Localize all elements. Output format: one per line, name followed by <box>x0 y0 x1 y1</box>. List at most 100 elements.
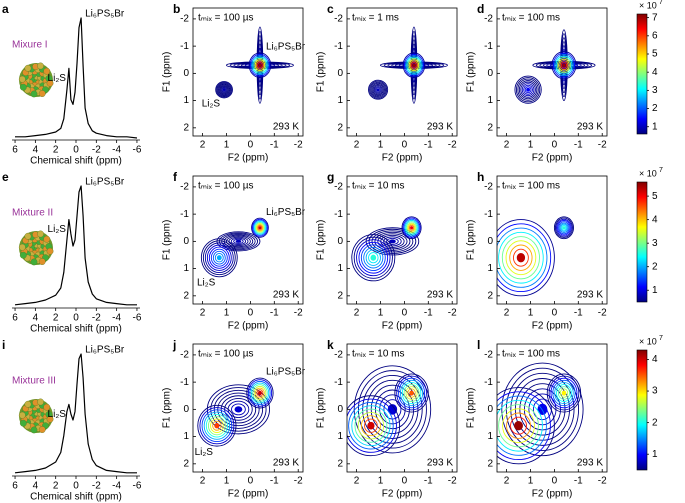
colorbar-tick-label: 5 <box>652 49 658 60</box>
x-tick-label: 2 <box>504 140 510 151</box>
x-tick-label: 1 <box>528 140 534 151</box>
contour-level <box>215 81 233 99</box>
x-tick-label: -2 <box>448 140 457 151</box>
x-tick-label: -2 <box>598 308 607 319</box>
peak-core <box>409 390 414 396</box>
contours <box>514 29 596 104</box>
contour-level <box>558 58 570 72</box>
x-tick-label: -1 <box>574 476 583 487</box>
y-tick-label: -1 <box>484 377 493 388</box>
x-tick-label: 4 <box>33 313 39 324</box>
peak-label: Li₆PS₅Br <box>266 367 306 378</box>
panel-label: j <box>172 338 176 352</box>
x-tick-label: 6 <box>12 145 18 156</box>
temperature: 293 K <box>273 458 299 469</box>
x-axis-label: F2 (ppm) <box>532 489 573 500</box>
contour-level <box>502 408 535 444</box>
panel-label: g <box>327 170 334 184</box>
contour-level <box>560 61 568 69</box>
peak-core <box>214 423 220 428</box>
contour-level <box>510 372 575 446</box>
contour-level <box>212 250 226 265</box>
contour-level <box>497 219 555 297</box>
y-tick-label: -1 <box>334 41 343 52</box>
contour-level <box>247 379 273 407</box>
contour-level <box>523 84 533 95</box>
y-tick-label: 0 <box>337 236 343 247</box>
y-axis-label: F1 (ppm) <box>162 220 173 261</box>
contour-level <box>557 220 571 236</box>
contour-level <box>206 244 232 271</box>
temperature: 293 K <box>427 458 453 469</box>
contour-level <box>374 231 411 251</box>
contour-level <box>230 237 247 245</box>
peak-label: Li₆PS₅Br <box>85 177 125 188</box>
y-tick-label: 1 <box>337 95 343 106</box>
y-tick-label: -2 <box>334 14 343 25</box>
contours <box>347 365 432 457</box>
contour-level <box>407 57 421 73</box>
y-tick-label: 2 <box>487 290 493 301</box>
particle-image <box>18 230 54 266</box>
y-axis-label: F1 (ppm) <box>316 388 327 429</box>
contour-level <box>351 405 391 447</box>
contour-level <box>411 62 417 69</box>
contour-level <box>358 241 389 274</box>
contour-level <box>363 246 384 269</box>
peak-label: Li₂S <box>48 73 67 84</box>
contour-level <box>255 223 265 233</box>
x-axis-label: F2 (ppm) <box>382 321 423 332</box>
peak-core <box>223 88 226 91</box>
contour-level <box>246 377 274 409</box>
x-tick-label: 0 <box>73 145 79 156</box>
x-axis-label: F2 (ppm) <box>382 489 423 500</box>
plot-frame <box>192 175 304 305</box>
colorbar-label: × 10 <box>639 0 657 10</box>
contour-level <box>255 60 264 70</box>
contour-level <box>201 409 233 443</box>
temperature: 293 K <box>427 290 453 301</box>
x-tick-label: 0 <box>248 308 254 319</box>
colorbar-tick-label: 1 <box>652 449 658 460</box>
contour-level <box>257 62 263 69</box>
x-axis-label: F2 (ppm) <box>228 153 269 164</box>
contour-level <box>357 370 427 449</box>
contour-level <box>497 395 547 456</box>
contour-level <box>498 231 544 284</box>
contour-level <box>253 385 267 401</box>
contour-level <box>357 411 385 440</box>
colorbar-tick-label: 5 <box>652 191 658 202</box>
panel-label: e <box>2 170 9 184</box>
mixing-time: tₘᵢₓ = 10 ms <box>352 181 405 192</box>
particle-grain <box>19 419 27 427</box>
y-tick-label: 0 <box>183 236 189 247</box>
contour-level <box>560 223 568 232</box>
contour-level <box>203 411 231 440</box>
x-tick-label: -2 <box>448 476 457 487</box>
x-tick-label: 2 <box>200 308 206 319</box>
mixing-time: tₘᵢₓ = 100 µs <box>198 349 253 360</box>
y-tick-label: 2 <box>183 122 189 133</box>
y-tick-label: -2 <box>334 350 343 361</box>
y-tick-label: -2 <box>484 14 493 25</box>
contour-level <box>251 55 269 76</box>
contour-level <box>217 82 232 97</box>
colorbar-tick-label: 4 <box>652 67 658 78</box>
particle-grain <box>30 426 38 434</box>
contour-level <box>556 57 572 74</box>
contour-level <box>555 55 573 75</box>
spectrum <box>15 17 138 139</box>
contour-level <box>218 232 259 251</box>
panel-label: f <box>173 170 178 184</box>
panel-label: h <box>477 170 484 184</box>
x-tick-label: 0 <box>248 140 254 151</box>
y-tick-label: 1 <box>487 431 493 442</box>
colorbar-tick-label: 2 <box>652 103 658 114</box>
contour-level <box>210 248 228 267</box>
particle-grain <box>43 403 51 411</box>
x-tick-label: 4 <box>33 481 39 492</box>
temperature: 293 K <box>273 122 299 133</box>
y-axis-label: F1 (ppm) <box>466 388 477 429</box>
colorbar-tick-label: 6 <box>652 30 658 41</box>
particle-grain <box>46 79 54 87</box>
